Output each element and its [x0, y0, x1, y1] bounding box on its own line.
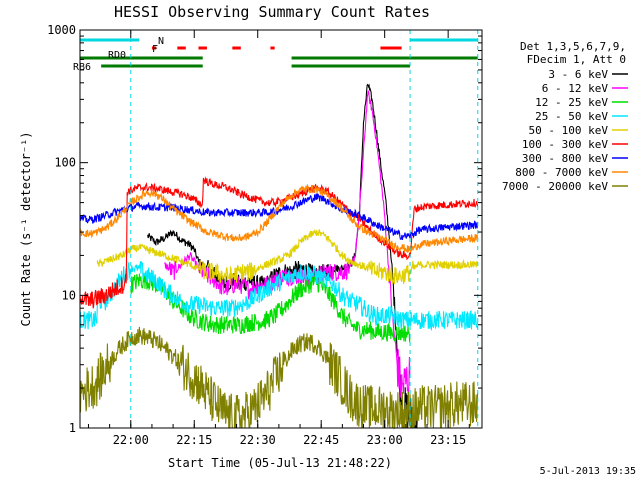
legend-label-1: 6 - 12 keV: [542, 82, 609, 95]
footer-date: 5-Jul-2013 19:35: [540, 466, 636, 477]
flags-layer: NF RD0 RB6: [73, 36, 478, 73]
y-tick-label-0: 1: [69, 421, 76, 435]
y-tick-label-2: 100: [54, 156, 76, 170]
x-axis-label: Start Time (05-Jul-13 21:48:22): [168, 456, 392, 470]
series-line-5: [79, 176, 479, 309]
y-tick-label-1: 10: [62, 288, 76, 302]
legend-label-4: 50 - 100 keV: [529, 124, 609, 137]
legend-label-7: 800 - 7000 keV: [515, 166, 608, 179]
legend-label-0: 3 - 6 keV: [548, 68, 608, 81]
legend-label-8: 7000 - 20000 keV: [502, 180, 608, 193]
x-tick-label-2: 22:30: [240, 433, 276, 447]
legend: Det 1,3,5,6,7,9,FDecim 1, Att 0 3 - 6 keV…: [502, 40, 628, 193]
flag-label-2: RD0: [108, 50, 126, 61]
x-tick-label-0: 22:00: [113, 433, 149, 447]
legend-label-3: 25 - 50 keV: [535, 110, 608, 123]
series-line-7: [79, 183, 479, 254]
flag-label-3: RB6: [73, 62, 91, 73]
legend-header-0: Det 1,3,5,6,7,9,: [520, 40, 626, 53]
series-layer: [79, 83, 479, 430]
legend-header-1: FDecim 1, Att 0: [527, 53, 626, 66]
x-tick-label-5: 23:15: [430, 433, 466, 447]
markers-layer: [130, 30, 479, 428]
plot-frame: [79, 29, 483, 429]
x-tick-label-4: 23:00: [367, 433, 403, 447]
legend-label-5: 100 - 300 keV: [522, 138, 608, 151]
series-line-6: [79, 193, 479, 240]
y-tick-label-3: 1000: [47, 23, 76, 37]
y-axis-label: Count Rate (s⁻¹ detector⁻¹): [19, 131, 33, 326]
axes-layer: 22:00 22:15 22:30 22:45 23:00 23:15 1 10 100 1000: [47, 23, 482, 447]
legend-label-2: 12 - 25 keV: [535, 96, 608, 109]
chart-title: HESSI Observing Summary Count Rates: [114, 3, 430, 21]
series-line-8: [79, 326, 479, 430]
flag-label-1: F: [152, 44, 158, 55]
x-tick-label-1: 22:15: [176, 433, 212, 447]
series-line-3: [79, 260, 479, 332]
x-tick-label-3: 22:45: [303, 433, 339, 447]
series-line-2: [130, 272, 411, 343]
series-line-0: [147, 83, 419, 429]
legend-label-6: 300 - 800 keV: [522, 152, 608, 165]
flag-label-0: N: [158, 36, 164, 47]
series-line-4: [96, 228, 478, 285]
